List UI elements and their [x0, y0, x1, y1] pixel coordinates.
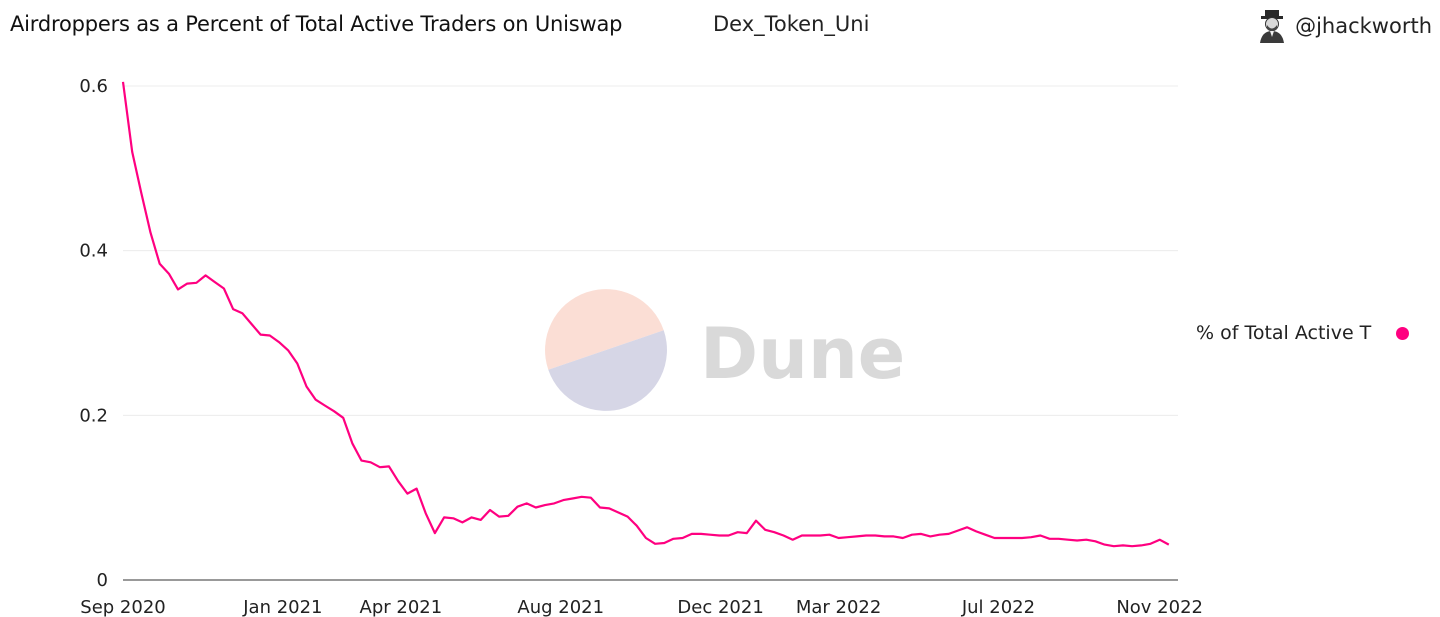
- chart-header: Airdroppers as a Percent of Total Active…: [0, 0, 1440, 52]
- x-tick-label: Sep 2020: [80, 597, 165, 617]
- person-with-hat-icon: [1260, 10, 1285, 43]
- y-axis: 0 0.2 0.4 0.6: [79, 76, 108, 591]
- chart-title: Airdroppers as a Percent of Total Active…: [10, 12, 623, 36]
- series-layer: [121, 81, 1170, 548]
- legend-color-dot: [1396, 326, 1409, 340]
- watermark-circle-bottom: [548, 330, 667, 411]
- x-tick-label: Apr 2021: [360, 597, 443, 617]
- x-tick-label: Aug 2021: [517, 597, 604, 617]
- chart-subtitle: Dex_Token_Uni: [713, 12, 870, 36]
- series-line: [121, 81, 1170, 548]
- y-tick-label: 0.2: [79, 405, 108, 426]
- x-tick-label: Dec 2021: [677, 597, 763, 617]
- x-tick-label: Nov 2022: [1116, 597, 1203, 617]
- legend-label[interactable]: % of Total Active T: [1196, 322, 1372, 344]
- dune-watermark: Dune: [545, 289, 905, 411]
- y-tick-label: 0.6: [79, 76, 108, 97]
- x-tick-label: Mar 2022: [796, 597, 882, 617]
- author-block[interactable]: @jhackworth: [1257, 8, 1432, 44]
- legend[interactable]: % of Total Active T: [1196, 322, 1409, 344]
- grid-lines: [123, 85, 1178, 416]
- x-axis: Sep 2020 Jan 2021 Apr 2021 Aug 2021 Dec 2021…: [80, 597, 1203, 617]
- x-tick-label: Jul 2022: [961, 597, 1035, 617]
- y-tick-label: 0: [97, 570, 108, 591]
- x-tick-label: Jan 2021: [242, 597, 322, 617]
- y-tick-label: 0.4: [79, 241, 108, 262]
- watermark-circle-top: [545, 289, 664, 370]
- watermark-text: Dune: [700, 313, 905, 395]
- author-name[interactable]: @jhackworth: [1295, 14, 1432, 38]
